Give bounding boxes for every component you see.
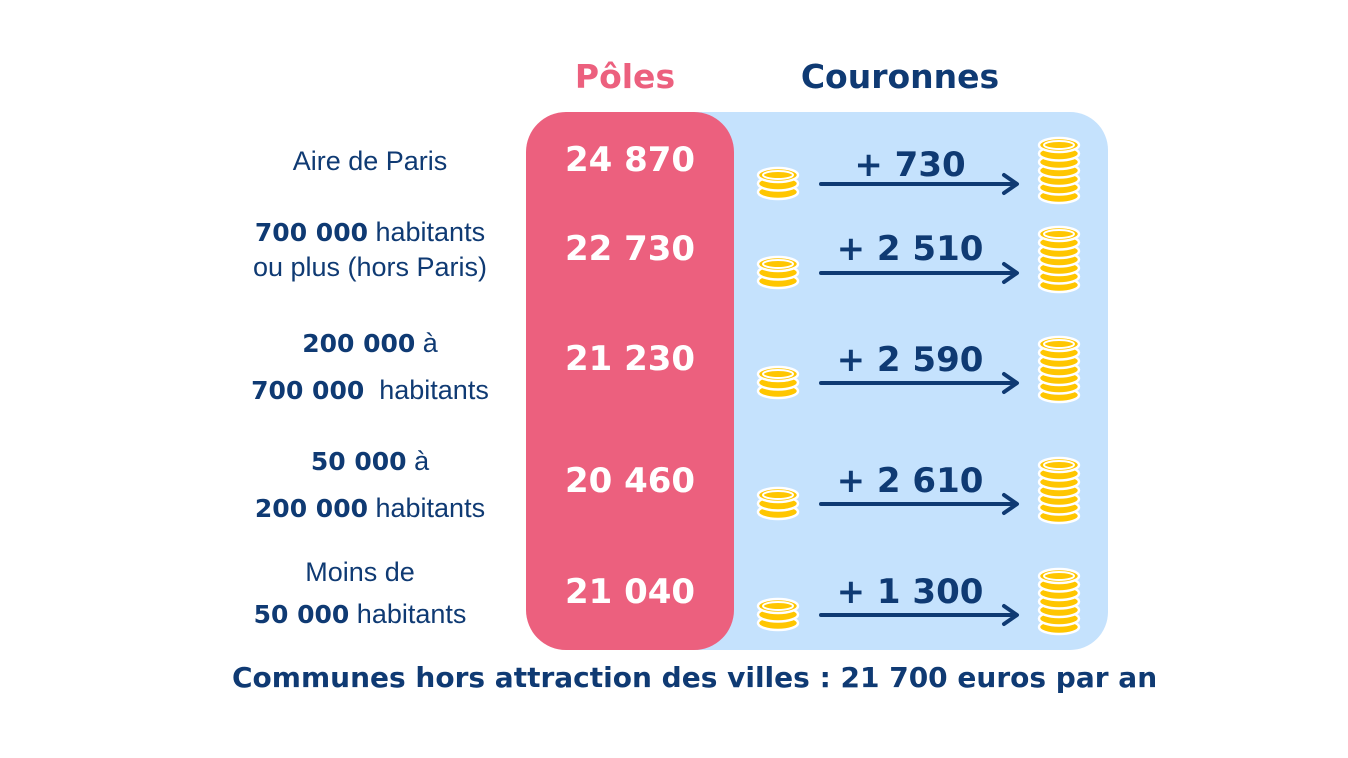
- coin-stack-small-icon: [756, 486, 800, 521]
- pole-value-4: 20 460: [564, 461, 696, 501]
- poles-panel: [526, 112, 734, 650]
- row-label-4: 50 000 à 200 000 habitants: [254, 446, 486, 523]
- coin-stack-small-icon: [756, 597, 800, 632]
- coin-stack-small-icon: [756, 166, 800, 201]
- pole-value-1: 24 870: [564, 140, 696, 180]
- coin-stack-small-icon: [756, 255, 800, 290]
- arrow-right-icon: [819, 604, 1019, 626]
- gain-value-3: + 2 590: [836, 340, 984, 380]
- coin-stack-large-icon: [1037, 335, 1081, 404]
- gain-value-5: + 1 300: [836, 572, 984, 612]
- coin-stack-large-icon: [1037, 456, 1081, 525]
- gain-value-2: + 2 510: [836, 229, 984, 269]
- arrow-right-icon: [819, 372, 1019, 394]
- column-header-poles: Pôles: [574, 57, 676, 96]
- coin-stack-small-icon: [756, 365, 800, 400]
- arrow-right-icon: [819, 173, 1019, 195]
- coin-stack-large-icon: [1037, 136, 1081, 205]
- gain-value-4: + 2 610: [836, 461, 984, 501]
- coin-stack-large-icon: [1037, 225, 1081, 294]
- arrow-right-icon: [819, 493, 1019, 515]
- column-header-couronnes: Couronnes: [800, 57, 1000, 96]
- coin-stack-large-icon: [1037, 567, 1081, 636]
- gain-value-1: + 730: [854, 145, 966, 185]
- row-label-3: 200 000 à 700 000 habitants: [251, 328, 489, 405]
- pole-value-3: 21 230: [564, 339, 696, 379]
- pole-value-5: 21 040: [564, 572, 696, 612]
- row-label-2: 700 000 habitants ou plus (hors Paris): [252, 217, 488, 282]
- row-label-1: Aire de Paris: [292, 146, 448, 176]
- arrow-right-icon: [819, 262, 1019, 284]
- row-label-5: Moins de 50 000 habitants: [253, 557, 467, 629]
- pole-value-2: 22 730: [564, 229, 696, 269]
- footer-note: Communes hors attraction des villes : 21…: [232, 661, 1158, 694]
